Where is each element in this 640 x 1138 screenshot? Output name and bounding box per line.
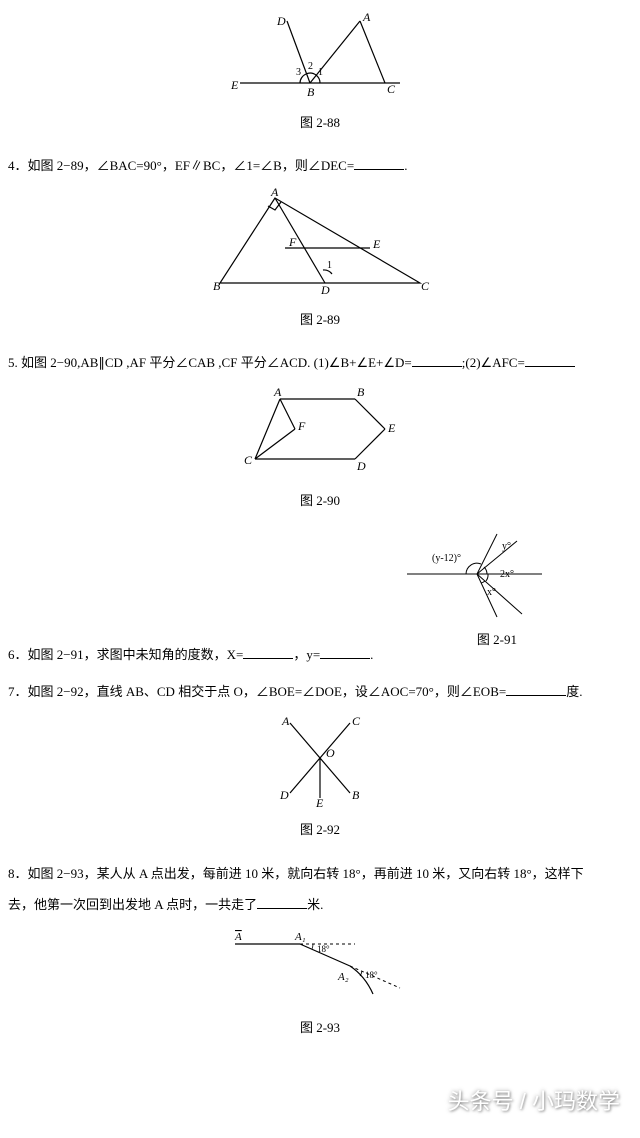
diagram-2-93: A A₁ A₂ 18° 18° bbox=[225, 926, 415, 1006]
svg-text:A: A bbox=[281, 714, 290, 728]
figure-2-93-label: 图 2-93 bbox=[8, 1019, 632, 1037]
svg-text:F: F bbox=[297, 419, 306, 433]
svg-text:y°: y° bbox=[502, 541, 511, 552]
diagram-2-92: A B C D E O bbox=[260, 713, 380, 808]
blank bbox=[320, 645, 370, 659]
svg-text:C: C bbox=[387, 82, 396, 96]
svg-text:C: C bbox=[352, 714, 361, 728]
problem-7-text-1: 7．如图 2−92，直线 AB、CD 相交于点 O，∠BOE=∠DOE，设∠AO… bbox=[8, 684, 506, 699]
figure-2-90: A B C D E F bbox=[8, 384, 632, 484]
problem-8-line-1: 8．如图 2−93，某人从 A 点出发，每前进 10 米，就向右转 18°，再前… bbox=[8, 858, 632, 889]
svg-text:18°: 18° bbox=[317, 944, 330, 954]
problem-8-line-2a: 去，他第一次回到出发地 A 点时，一共走了 bbox=[8, 897, 257, 912]
svg-text:x°: x° bbox=[487, 587, 496, 598]
svg-text:2x°: 2x° bbox=[500, 569, 514, 580]
svg-text:A₁: A₁ bbox=[294, 931, 306, 943]
svg-text:E: E bbox=[372, 237, 381, 251]
svg-text:D: D bbox=[320, 283, 330, 297]
figure-2-89: A B C D E F 1 bbox=[8, 188, 632, 303]
blank bbox=[354, 156, 404, 170]
svg-text:A₂: A₂ bbox=[337, 971, 349, 983]
problem-7: 7．如图 2−92，直线 AB、CD 相交于点 O，∠BOE=∠DOE，设∠AO… bbox=[8, 676, 632, 707]
svg-text:D: D bbox=[276, 14, 286, 28]
svg-text:D: D bbox=[356, 459, 366, 473]
blank bbox=[257, 895, 307, 909]
svg-text:O: O bbox=[326, 746, 335, 760]
figure-2-93: A A₁ A₂ 18° 18° bbox=[8, 926, 632, 1011]
problem-6: 6．如图 2−91，求图中未知角的度数，X= ，y=. bbox=[8, 639, 632, 670]
diagram-2-89: A B C D E F 1 bbox=[205, 188, 435, 298]
svg-text:C: C bbox=[421, 279, 430, 293]
svg-text:E: E bbox=[230, 78, 239, 92]
svg-text:A: A bbox=[234, 931, 242, 943]
svg-text:A: A bbox=[270, 188, 279, 199]
diagram-2-90: A B C D E F bbox=[230, 384, 410, 479]
figure-2-92-label: 图 2-92 bbox=[8, 821, 632, 839]
figure-2-88-label: 图 2-88 bbox=[8, 114, 632, 132]
blank bbox=[506, 682, 566, 696]
figure-2-92: A B C D E O bbox=[8, 713, 632, 813]
svg-text:E: E bbox=[315, 796, 324, 808]
figure-2-91: (y-12)° y° 2x° x° 图 2-91 bbox=[8, 529, 632, 649]
diagram-2-88: A B C D E 1 2 3 bbox=[225, 11, 415, 101]
svg-text:A: A bbox=[362, 11, 371, 24]
problem-5-text-2: ;(2)∠AFC= bbox=[462, 355, 525, 370]
svg-text:18°: 18° bbox=[365, 970, 378, 980]
problem-6-text-1: 6．如图 2−91，求图中未知角的度数，X= bbox=[8, 647, 243, 662]
svg-text:2: 2 bbox=[308, 61, 313, 72]
svg-text:B: B bbox=[352, 788, 360, 802]
watermark: 头条号 / 小玛数学 bbox=[448, 1087, 620, 1118]
problem-4: 4．如图 2−89，∠BAC=90°，EF∥BC，∠1=∠B，则∠DEC=. bbox=[8, 150, 632, 181]
blank bbox=[243, 645, 293, 659]
problem-8-line-2b: 米. bbox=[307, 897, 323, 912]
svg-text:A: A bbox=[273, 385, 282, 399]
problem-6-text-2: ，y= bbox=[293, 647, 320, 662]
figure-2-88: A B C D E 1 2 3 bbox=[8, 11, 632, 106]
svg-text:B: B bbox=[307, 85, 315, 99]
blank bbox=[412, 353, 462, 367]
problem-4-text-before: 4．如图 2−89，∠BAC=90°，EF∥BC，∠1=∠B，则∠DEC= bbox=[8, 158, 354, 173]
svg-text:F: F bbox=[288, 235, 297, 249]
svg-text:1: 1 bbox=[318, 67, 323, 78]
svg-text:1: 1 bbox=[327, 260, 332, 271]
figure-2-89-label: 图 2-89 bbox=[8, 311, 632, 329]
svg-text:3: 3 bbox=[296, 67, 301, 78]
problem-5-text-1: 5. 如图 2−90,AB∥CD ,AF 平分∠CAB ,CF 平分∠ACD. … bbox=[8, 355, 412, 370]
svg-text:C: C bbox=[244, 453, 253, 467]
problem-8: 8．如图 2−93，某人从 A 点出发，每前进 10 米，就向右转 18°，再前… bbox=[8, 858, 632, 920]
svg-text:B: B bbox=[357, 385, 365, 399]
problem-7-text-2: 度. bbox=[566, 684, 582, 699]
problem-4-text-after: . bbox=[404, 158, 407, 173]
diagram-2-91: (y-12)° y° 2x° x° bbox=[402, 529, 552, 624]
svg-text:B: B bbox=[213, 279, 221, 293]
svg-text:E: E bbox=[387, 421, 396, 435]
svg-text:D: D bbox=[279, 788, 289, 802]
problem-6-text-3: . bbox=[370, 647, 373, 662]
figure-2-90-label: 图 2-90 bbox=[8, 492, 632, 510]
problem-5: 5. 如图 2−90,AB∥CD ,AF 平分∠CAB ,CF 平分∠ACD. … bbox=[8, 347, 632, 378]
svg-text:(y-12)°: (y-12)° bbox=[432, 553, 461, 564]
blank bbox=[525, 353, 575, 367]
